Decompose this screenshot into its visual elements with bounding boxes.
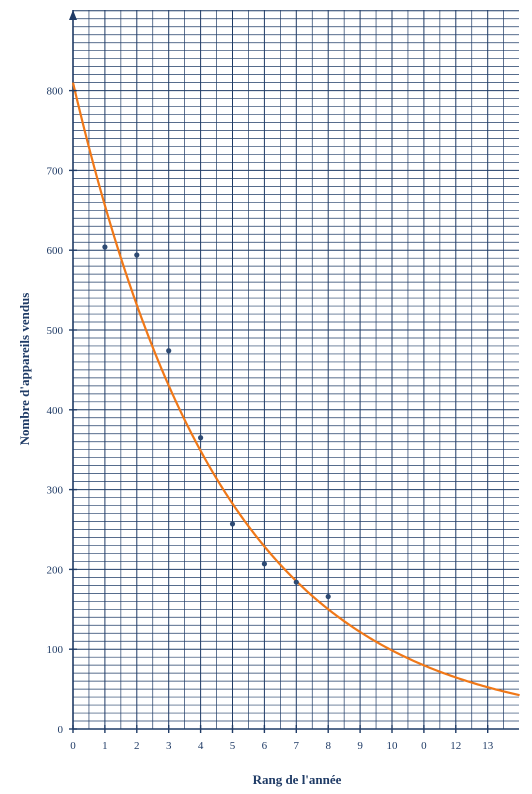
- y-tick-label: 600: [47, 245, 64, 257]
- y-tick-label: 300: [47, 485, 64, 497]
- x-tick-label: 4: [198, 740, 204, 752]
- x-axis-title: Rang de l'année: [253, 772, 342, 787]
- x-tick-label: 1: [102, 740, 108, 752]
- y-axis-title: Nombre d'appareils vendus: [17, 293, 32, 446]
- y-tick-label: 100: [47, 644, 64, 656]
- y-tick-label: 500: [47, 325, 64, 337]
- data-point: [198, 435, 204, 441]
- data-point: [325, 593, 331, 600]
- data-point: [134, 252, 140, 258]
- x-tick-label: 10: [387, 740, 399, 752]
- x-tick-label: 2: [134, 740, 140, 752]
- x-tick-label: 0: [421, 740, 427, 752]
- x-tick-label: 6: [262, 740, 268, 752]
- data-point: [293, 579, 299, 585]
- x-tick-label: 12: [450, 740, 461, 752]
- x-tick-label: 9: [357, 740, 363, 752]
- data-point: [166, 348, 172, 354]
- x-tick-label: 7: [294, 740, 300, 752]
- data-point: [261, 561, 267, 567]
- grid: [72, 10, 519, 730]
- x-tick-label: 5: [230, 740, 236, 752]
- y-tick-label: 800: [47, 86, 64, 98]
- y-tick-label: 0: [58, 724, 64, 736]
- x-tick-label: 0: [70, 740, 76, 752]
- data-point: [102, 244, 108, 250]
- y-tick-label: 200: [47, 564, 64, 576]
- x-tick-label: 8: [325, 740, 331, 752]
- x-tick-label: 13: [482, 740, 494, 752]
- points-layer: [102, 244, 331, 600]
- y-axis-arrow: [69, 10, 77, 20]
- y-tick-label: 700: [47, 165, 64, 177]
- x-tick-label: 3: [166, 740, 172, 752]
- y-tick-label: 400: [47, 405, 64, 417]
- data-point: [229, 521, 236, 527]
